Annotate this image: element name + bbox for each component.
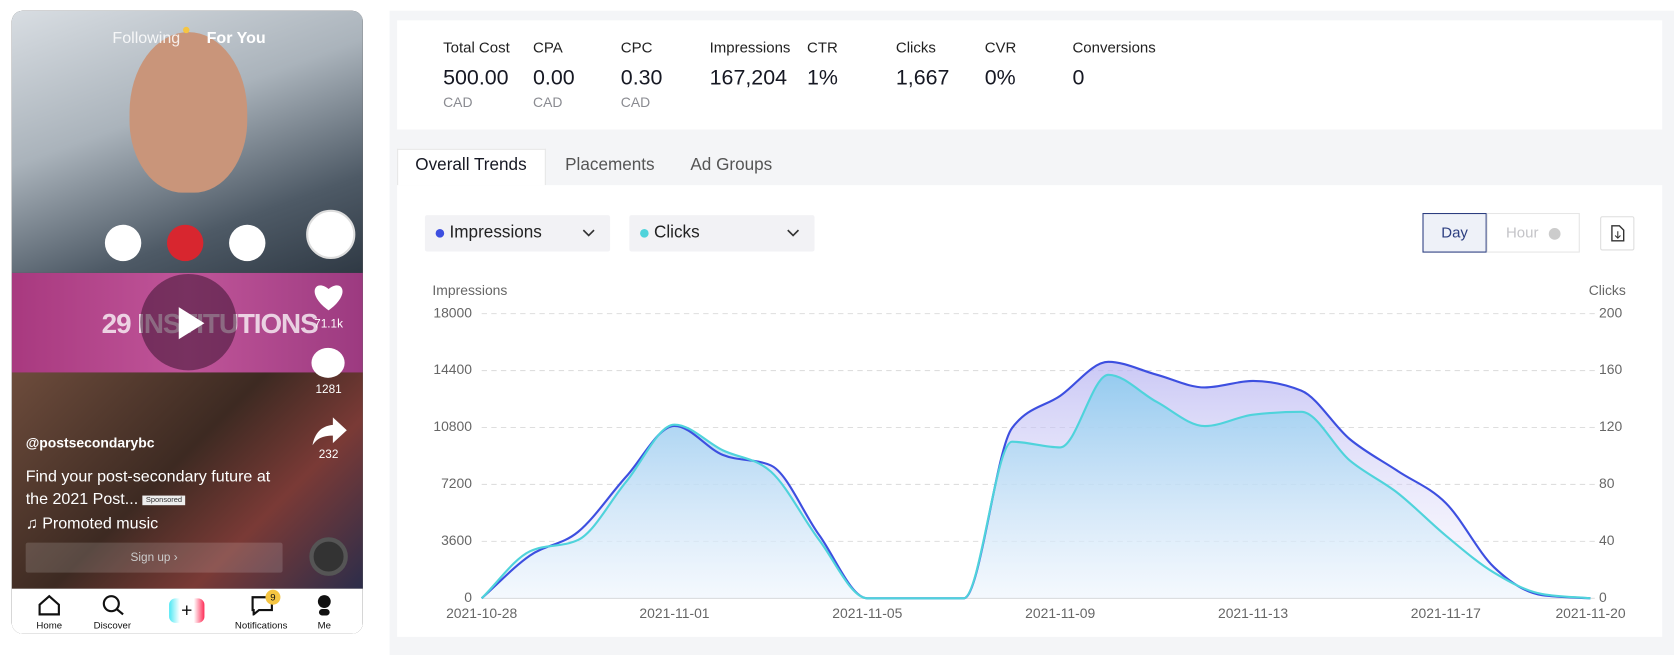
cta-text: Sign up (130, 551, 171, 565)
create-button[interactable]: + (169, 598, 205, 623)
metric-value: 0.00 (533, 66, 575, 90)
cta-button[interactable]: Sign up › (25, 542, 283, 573)
series-line (480, 373, 1591, 600)
active-tab-bg (397, 148, 546, 186)
metric-value: 0% (984, 66, 1016, 90)
likes-count: 71.1k (314, 317, 343, 331)
chevron (787, 229, 800, 237)
sponsored-tag: Sponsored (142, 495, 186, 505)
metric-unit: CAD (620, 94, 651, 111)
y2-tick-label: 200 (1599, 304, 1622, 320)
day-button[interactable]: Day (1422, 212, 1487, 253)
phone-preview: Following For You 29 INSTITUTIONS 71.1k … (11, 10, 363, 634)
y2-tick-label: 120 (1599, 418, 1622, 434)
mic-button[interactable] (104, 224, 142, 262)
play-icon (178, 307, 205, 340)
hour-button[interactable]: Hour (1486, 212, 1580, 253)
music-disc (309, 537, 348, 576)
metric-dropdown[interactable]: Clicks (629, 215, 815, 252)
dot (183, 26, 190, 34)
caption-block: Find your post-secondary future at the 2… (26, 466, 288, 512)
metric-label: CVR (984, 38, 1017, 56)
metric-label: Total Cost (443, 38, 510, 56)
y-tick-label: 10800 (433, 418, 472, 434)
tab[interactable]: Ad Groups (690, 156, 773, 175)
trend-chart: Impressions Clicks 0 3600 7200 10800 14400 18… (432, 282, 1626, 621)
metric-value: 1% (807, 66, 838, 90)
metric-value: 500.00 (443, 66, 509, 90)
hour-label: Hour (1505, 223, 1539, 241)
hangup-button[interactable] (166, 224, 204, 262)
tab-following[interactable]: Following (112, 28, 181, 48)
x-tick-label: 2021-11-17 (1411, 605, 1481, 621)
nav-label[interactable]: Discover (93, 619, 132, 631)
x-tick-label: 2021-11-13 (1218, 605, 1288, 621)
y2-tick-label: 40 (1599, 532, 1615, 548)
help-icon (1549, 227, 1561, 240)
handle[interactable]: @postsecondarybc (25, 434, 155, 451)
tab[interactable]: Placements (565, 156, 655, 175)
metric-label: Impressions (709, 38, 791, 56)
metric-value: 0.30 (620, 66, 663, 90)
x-tick-label: 2021-11-05 (832, 605, 902, 621)
y-tick-label: 14400 (433, 361, 472, 377)
metric-value: 0 (1072, 66, 1085, 90)
shares-count: 232 (318, 448, 339, 462)
chevron (582, 229, 595, 237)
metric-unit: CAD (443, 94, 473, 111)
metric-unit: CAD (533, 94, 563, 111)
tab-for-you[interactable]: For You (206, 28, 266, 48)
legend-label: Impressions (449, 223, 542, 242)
music: ♫ Promoted music (25, 514, 159, 534)
metric-label: Conversions (1072, 38, 1156, 56)
profile-avatar[interactable] (306, 209, 356, 260)
y2-tick-label: 0 (1599, 589, 1607, 605)
badge: 9 (265, 589, 281, 605)
video-bottom (11, 372, 363, 589)
heart-icon[interactable] (311, 280, 345, 312)
metric-label: Clicks (895, 38, 936, 56)
metric-value: 167,204 (709, 66, 788, 90)
metrics-card: Total Cost 500.00 CAD CPA 0.00 CAD CPC 0.30 CAD I… (397, 20, 1663, 130)
face (129, 32, 248, 193)
legend-dot (640, 229, 649, 238)
metric-label: CPA (533, 38, 563, 56)
metric-label: CPC (620, 38, 653, 56)
y2-axis-title: Clicks (1589, 282, 1626, 298)
y-tick-label: 0 (464, 589, 472, 605)
metric-dropdown[interactable]: Impressions (424, 215, 611, 252)
x-tick-label: 2021-11-01 (639, 605, 709, 621)
video-button[interactable] (229, 224, 266, 262)
home-icon[interactable] (37, 594, 61, 616)
x-tick-label: 2021-10-28 (446, 605, 517, 621)
y-axis-title: Impressions (432, 282, 507, 298)
x-tick-label: 2021-11-09 (1025, 605, 1095, 621)
export-button[interactable] (1600, 216, 1635, 251)
share-icon[interactable] (311, 415, 347, 447)
nav-bar: Home Discover + 9 Notifications Me (11, 588, 363, 634)
comment-icon[interactable] (311, 347, 345, 378)
caption: Find your post-secondary future at the 2… (25, 467, 271, 509)
y-tick-label: 7200 (441, 475, 472, 491)
export-icon (1611, 225, 1625, 242)
legend-label: Clicks (653, 223, 700, 242)
nav-label[interactable]: Me (317, 619, 331, 631)
legend-dot (435, 229, 445, 238)
y2-tick-label: 80 (1599, 475, 1615, 491)
discover-icon[interactable] (102, 594, 126, 616)
comments-count: 1281 (315, 383, 342, 397)
x-tick-label: 2021-11-20 (1555, 605, 1625, 621)
nav-label[interactable]: Home (36, 619, 63, 631)
y-tick-label: 18000 (433, 304, 472, 320)
me-icon[interactable] (315, 594, 334, 618)
nav-label[interactable]: Notifications (234, 619, 288, 631)
tab[interactable]: Overall Trends (415, 156, 527, 175)
y-tick-label: 3600 (441, 532, 472, 548)
metric-value: 1,667 (895, 66, 950, 90)
music-name: Promoted music (42, 514, 159, 534)
metric-label: CTR (807, 38, 838, 56)
series-area (481, 374, 1591, 599)
y2-tick-label: 160 (1599, 361, 1622, 377)
